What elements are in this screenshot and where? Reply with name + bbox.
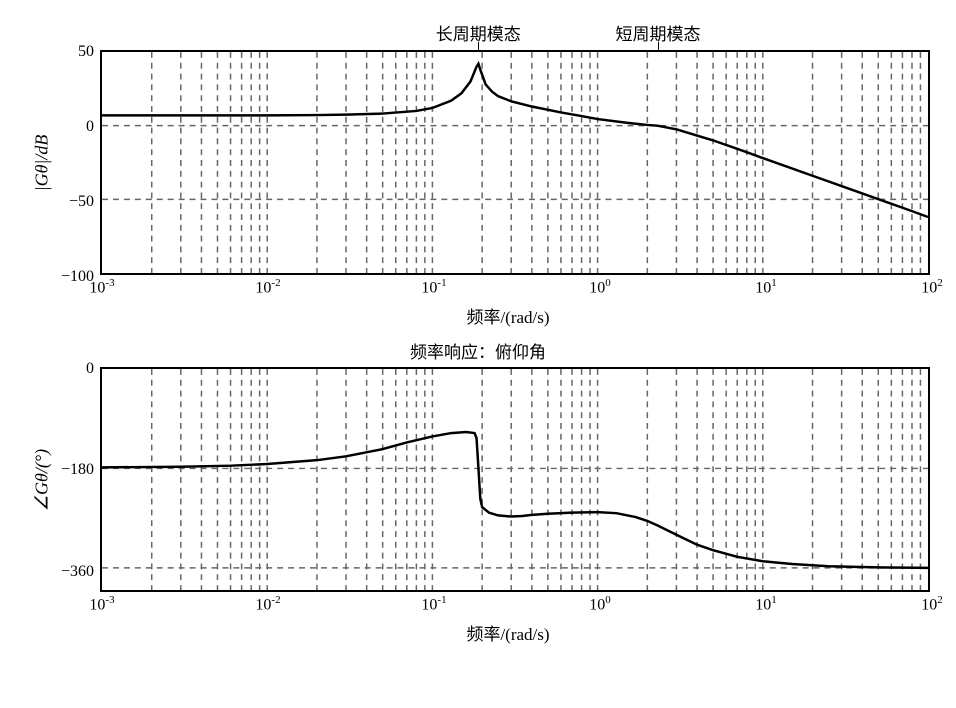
phase-ylabel: ∠Gθ/(°) (32, 448, 53, 510)
phase-plot-area: ∠Gθ/(°) −360−180010-310-210-1100101102 (100, 367, 930, 592)
xtick-label: 100 (589, 273, 611, 297)
phase-chart-title: 频率响应：俯仰角 (20, 338, 936, 363)
xtick-label: 10-2 (255, 590, 280, 614)
ytick-label: −360 (61, 563, 102, 581)
ytick-label: −50 (69, 193, 102, 211)
phase-xlabel: 频率/(rad/s) (100, 620, 916, 645)
xtick-label: 10-3 (89, 273, 114, 297)
xtick-label: 10-1 (421, 590, 446, 614)
magnitude-plot-area: |Gθ|/dB −100−5005010-310-210-1100101102 (100, 50, 930, 275)
ytick-label: 0 (86, 118, 102, 136)
xtick-label: 10-2 (255, 273, 280, 297)
ytick-label: 50 (78, 43, 102, 61)
xtick-label: 101 (755, 590, 777, 614)
magnitude-svg (102, 52, 928, 273)
phase-svg (102, 369, 928, 590)
mode-annotations: 长周期模态 短周期模态 (100, 20, 916, 50)
ytick-label: 0 (86, 360, 102, 378)
xtick-label: 100 (589, 590, 611, 614)
xtick-label: 10-1 (421, 273, 446, 297)
xtick-label: 102 (921, 590, 943, 614)
magnitude-chart: |Gθ|/dB −100−5005010-310-210-1100101102 … (20, 50, 936, 328)
xtick-label: 101 (755, 273, 777, 297)
magnitude-xlabel: 频率/(rad/s) (100, 303, 916, 328)
xtick-label: 10-3 (89, 590, 114, 614)
ytick-label: −180 (61, 461, 102, 479)
magnitude-ylabel: |Gθ|/dB (32, 134, 53, 191)
xtick-label: 102 (921, 273, 943, 297)
phase-chart: ∠Gθ/(°) −360−180010-310-210-1100101102 频… (20, 367, 936, 645)
